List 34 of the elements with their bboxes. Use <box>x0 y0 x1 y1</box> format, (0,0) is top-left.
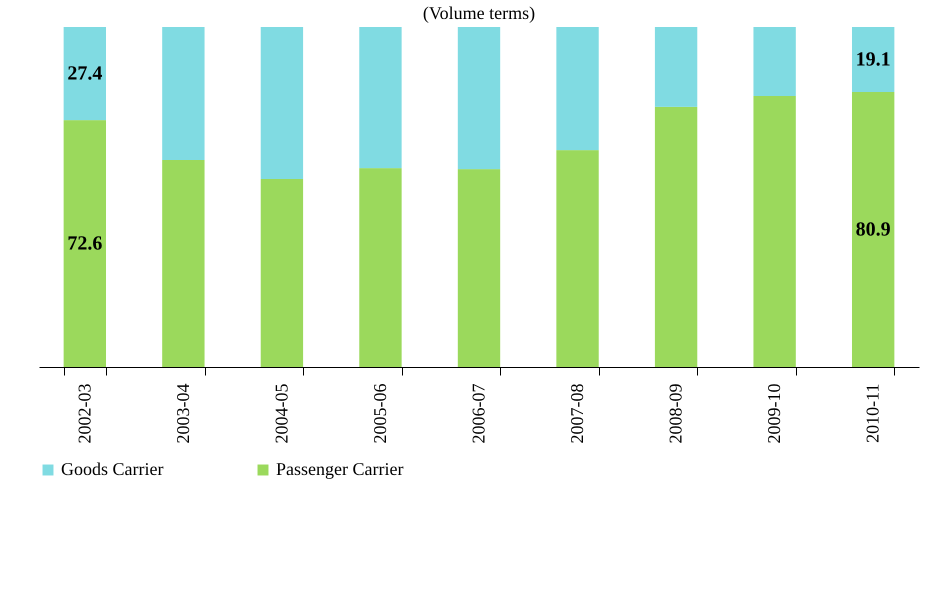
x-tick-label: 2005-06 <box>370 384 390 444</box>
bar <box>852 92 894 367</box>
bar <box>753 27 796 96</box>
legend-label: Passenger Carrier <box>276 459 404 479</box>
x-tick-label: 2004-05 <box>271 384 292 444</box>
bar <box>556 150 599 367</box>
data-label: 72.6 <box>67 232 102 255</box>
data-label: 19.1 <box>856 48 891 70</box>
chart-subtitle: (Volume terms) <box>422 3 536 23</box>
bar <box>64 120 106 367</box>
data-label: 27.4 <box>67 62 102 85</box>
x-tick-label: 2003-04 <box>172 384 193 444</box>
bar <box>654 106 698 367</box>
bar <box>753 96 796 367</box>
bar <box>260 178 304 367</box>
bar <box>852 27 894 92</box>
x-tick-label: 2008-09 <box>666 384 686 444</box>
bar <box>359 27 402 168</box>
x-tick-label: 2009-10 <box>764 384 784 444</box>
bar <box>556 27 599 150</box>
bar <box>162 160 205 367</box>
bar <box>654 27 698 107</box>
bar <box>458 169 500 367</box>
bar <box>162 27 205 160</box>
bar <box>458 27 500 170</box>
bar <box>64 27 106 120</box>
x-tick-label: 2007-08 <box>567 384 588 444</box>
x-tick-label: 2010-11 <box>862 384 883 443</box>
bar <box>260 27 304 179</box>
legend-label: Goods Carrier <box>61 459 164 479</box>
bar <box>359 168 402 367</box>
x-tick-label: 2002-03 <box>74 384 94 444</box>
x-tick-label: 2006-07 <box>468 384 488 444</box>
data-label: 80.9 <box>856 218 891 240</box>
